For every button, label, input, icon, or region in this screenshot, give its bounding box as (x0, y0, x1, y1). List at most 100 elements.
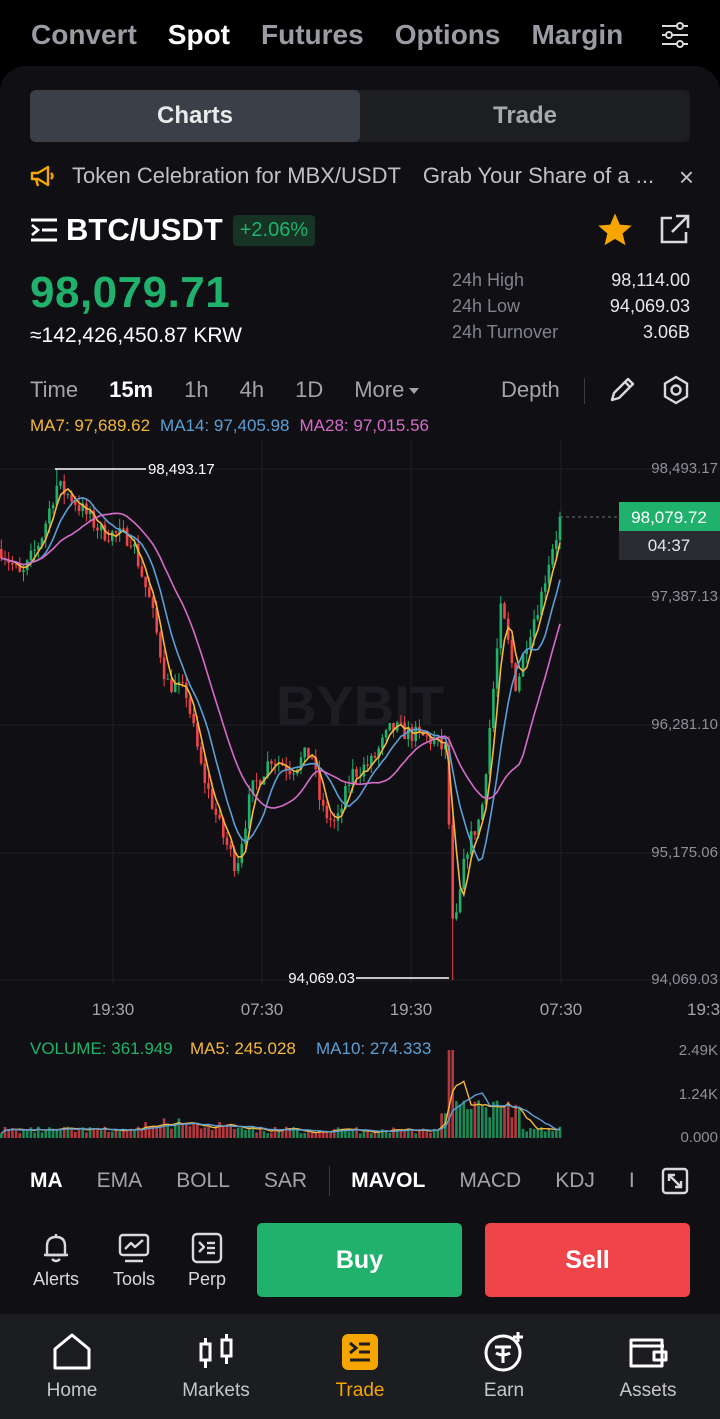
draw-pencil-icon[interactable] (608, 374, 638, 404)
volume-bar (418, 1129, 421, 1138)
candle-body (14, 564, 18, 566)
depth-tab[interactable]: Depth (501, 377, 560, 402)
volume-bar (103, 1126, 107, 1138)
nav-trade[interactable]: Trade (305, 1330, 415, 1402)
timeframe-more[interactable]: More (354, 377, 419, 403)
tools-button[interactable]: Tools (104, 1231, 164, 1290)
perp-button[interactable]: Perp (177, 1231, 237, 1290)
candle-body (329, 818, 332, 820)
volume-bar (477, 1100, 480, 1138)
timeframe-4h[interactable]: 4h (239, 377, 265, 402)
volume-bar (111, 1131, 114, 1138)
candle-body (325, 805, 329, 819)
share-external-icon[interactable] (656, 212, 692, 248)
volume-bar (355, 1127, 358, 1138)
volume-bar (325, 1131, 329, 1138)
volume-ma-lines (0, 1080, 561, 1135)
annotations: 98,493.17 94,069.03 98,079.72 04:37 (55, 461, 720, 987)
timeframe-15m[interactable]: 15m (109, 377, 154, 402)
pair-list-icon[interactable] (30, 217, 58, 243)
segment-charts[interactable]: Charts (30, 90, 360, 142)
candle-body (488, 727, 491, 775)
trade-icon (342, 1334, 378, 1370)
indicator-ma[interactable]: MA (30, 1169, 63, 1192)
volume-bar (399, 1129, 403, 1138)
volume-bar (148, 1126, 151, 1138)
alerts-button[interactable]: Alerts (26, 1231, 86, 1290)
indicator-more[interactable]: I (628, 1169, 635, 1192)
volume-bar (488, 1117, 491, 1138)
candle-body (477, 819, 480, 836)
volume-bar (159, 1125, 162, 1138)
nav-earn[interactable]: Earn (449, 1330, 559, 1402)
volume-bar (425, 1131, 429, 1138)
nav-assets[interactable]: Assets (593, 1330, 703, 1402)
candle-body (151, 597, 155, 608)
candle-body (244, 828, 247, 845)
indicator-kdj[interactable]: KDJ (555, 1169, 595, 1192)
candlestick-chart[interactable]: BYBIT 98,493.17 94,069.03 98,079.72 04:3… (0, 440, 720, 1150)
volume-bar (55, 1129, 59, 1138)
last-price-tag-text: 98,079.72 (631, 508, 707, 527)
timeframe-1d[interactable]: 1D (295, 377, 324, 402)
candle-body (366, 764, 369, 766)
candle-body (362, 764, 366, 777)
tab-futures[interactable]: Futures (261, 19, 364, 50)
volume-bar (314, 1133, 318, 1138)
volume-bar (77, 1128, 81, 1138)
candle-body (384, 730, 388, 738)
candle-body (388, 722, 392, 731)
stat-row-high: 24h High 98,114.00 (452, 270, 690, 296)
candle-body (103, 524, 107, 541)
indicator-mavol[interactable]: MAVOL (351, 1169, 426, 1192)
filter-settings-icon[interactable] (660, 20, 690, 50)
volume-bar (144, 1121, 147, 1138)
volume-bar (196, 1123, 199, 1138)
candle-body (7, 559, 10, 563)
y-tick: 95,175.06 (651, 844, 718, 861)
tab-options[interactable]: Options (394, 19, 501, 50)
chart-settings-icon[interactable] (660, 374, 692, 406)
close-icon[interactable]: × (678, 162, 694, 192)
candle-body (536, 615, 540, 620)
candle-body (284, 765, 288, 771)
volume-bar (222, 1126, 225, 1138)
candle-body (70, 494, 73, 502)
nav-markets[interactable]: Markets (161, 1330, 271, 1402)
indicator-boll[interactable]: BOLL (176, 1169, 230, 1192)
volume-bar (0, 1133, 3, 1138)
buy-button[interactable]: Buy (257, 1223, 462, 1297)
volume-bar (262, 1131, 266, 1138)
volume-bar (29, 1127, 33, 1138)
volume-bar (373, 1132, 377, 1138)
timeframe-time[interactable]: Time (30, 377, 79, 402)
candle-body (40, 538, 44, 546)
indicator-ema[interactable]: EMA (96, 1169, 143, 1192)
segment-trade[interactable]: Trade (492, 102, 558, 129)
tab-margin[interactable]: Margin (531, 19, 624, 50)
indicator-sar[interactable]: SAR (263, 1169, 308, 1192)
tab-convert[interactable]: Convert (31, 19, 137, 50)
volume-bar (88, 1127, 92, 1138)
volume-bar (481, 1105, 484, 1138)
announcement-bar[interactable]: Token Celebration for MBX/USDT Grab Your… (30, 158, 700, 194)
volume-ma5-legend: MA5: 245.028 (190, 1039, 296, 1058)
candle-body (310, 757, 314, 759)
volume-bar (321, 1131, 325, 1138)
timeframe-1h[interactable]: 1h (184, 377, 209, 402)
volume-bar (284, 1126, 288, 1138)
sell-button[interactable]: Sell (485, 1223, 690, 1297)
volume-bar (22, 1128, 25, 1138)
candle-body (321, 799, 325, 806)
vol-y-tick: 1.24K (679, 1086, 718, 1103)
candle-body (122, 528, 125, 530)
tab-spot[interactable]: Spot (167, 19, 231, 50)
fullscreen-icon[interactable] (660, 1166, 690, 1196)
indicator-macd[interactable]: MACD (459, 1169, 522, 1192)
candle-body (136, 544, 140, 567)
candle-body (74, 501, 77, 505)
pair-header[interactable]: BTC/USDT +2.06% (30, 210, 316, 250)
volume-bar (495, 1100, 499, 1138)
nav-home[interactable]: Home (17, 1330, 127, 1402)
favorite-star-icon[interactable] (596, 211, 634, 249)
